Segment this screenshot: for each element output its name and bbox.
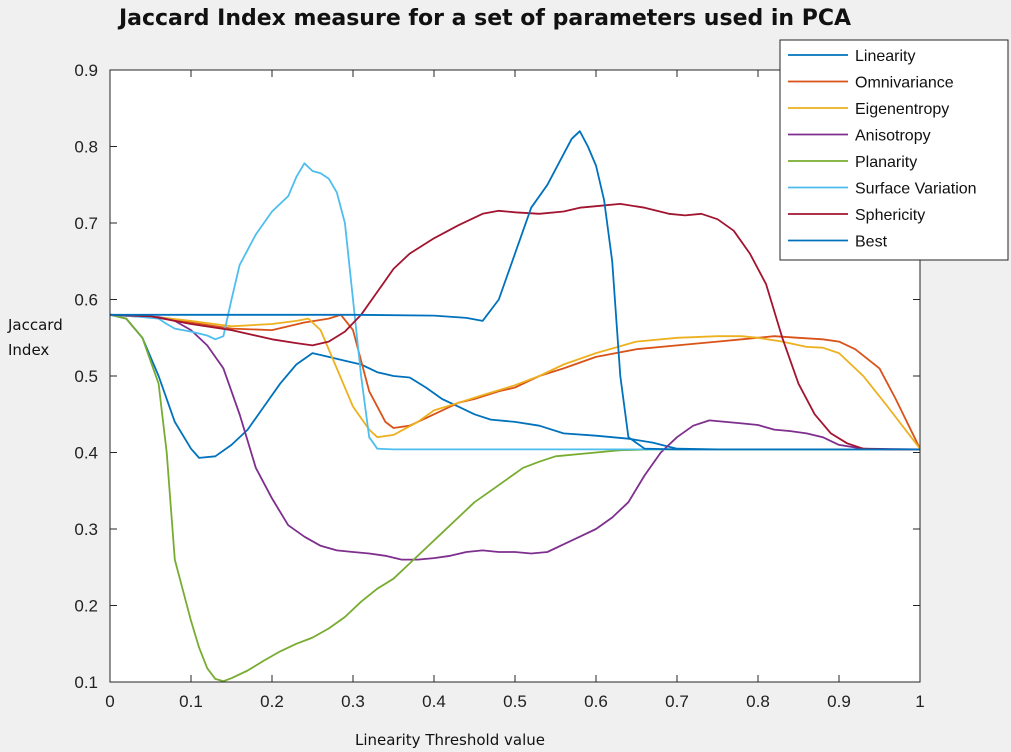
legend: Linearity Omnivariance Eigenentropy Anisotr… [779, 39, 1009, 261]
legend-label-sphericity: Sphericity [855, 207, 925, 224]
x-tick-label: 0.5 [503, 692, 527, 711]
y-axis-ticks: 0.1 0.2 0.3 0.4 0.5 0.6 0.7 0.8 0.9 [74, 61, 920, 692]
x-tick-label: 0.2 [260, 692, 284, 711]
x-axis-label: Linearity Threshold value [355, 731, 545, 749]
y-tick-label: 0.4 [74, 444, 98, 463]
legend-label-anisotropy: Anisotropy [855, 128, 931, 145]
legend-label-linearity: Linearity [855, 48, 915, 65]
x-tick-label: 0.7 [665, 692, 689, 711]
y-tick-label: 0.2 [74, 597, 98, 616]
y-tick-label: 0.5 [74, 367, 98, 386]
legend-label-planarity: Planarity [855, 154, 917, 171]
y-tick-label: 0.9 [74, 61, 98, 80]
y-tick-label: 0.1 [74, 673, 98, 692]
series-line-anisotropy [109, 313, 921, 561]
legend-label-omnivariance: Omnivariance [855, 75, 954, 92]
series-line-best [110, 130, 920, 451]
legend-label-surface-variation: Surface Variation [855, 181, 977, 198]
series-line-sphericity [109, 203, 920, 451]
series-line-planarity [109, 313, 920, 683]
y-tick-label: 0.8 [74, 138, 98, 157]
series-line-surface-variation [109, 162, 920, 451]
y-tick-label: 0.6 [74, 291, 98, 310]
x-axis-ticks: 0 0.1 0.2 0.3 0.4 0.5 0.6 0.7 0.8 0.9 1 [105, 70, 925, 711]
y-axis-label-line-2: Index [8, 341, 49, 359]
legend-box [779, 39, 1009, 261]
x-tick-label: 0.9 [827, 692, 851, 711]
x-tick-label: 0.8 [746, 692, 770, 711]
x-tick-label: 0.3 [341, 692, 365, 711]
x-tick-label: 0.6 [584, 692, 608, 711]
x-tick-label: 0 [105, 692, 114, 711]
x-tick-label: 0.1 [179, 692, 203, 711]
x-tick-label: 0.4 [422, 692, 446, 711]
legend-label-best: Best [855, 234, 888, 251]
legend-label-eigenentropy: Eigenentropy [855, 101, 949, 118]
series-line-eigenentropy [109, 313, 921, 450]
x-tick-label: 1 [915, 692, 924, 711]
y-tick-label: 0.3 [74, 520, 98, 539]
y-tick-label: 0.7 [74, 214, 98, 233]
series-group [109, 130, 921, 683]
y-axis-label-line-1: Jaccard [7, 316, 63, 334]
chart-title: Jaccard Index measure for a set of param… [117, 6, 851, 31]
series-line-omnivariance [109, 313, 921, 450]
